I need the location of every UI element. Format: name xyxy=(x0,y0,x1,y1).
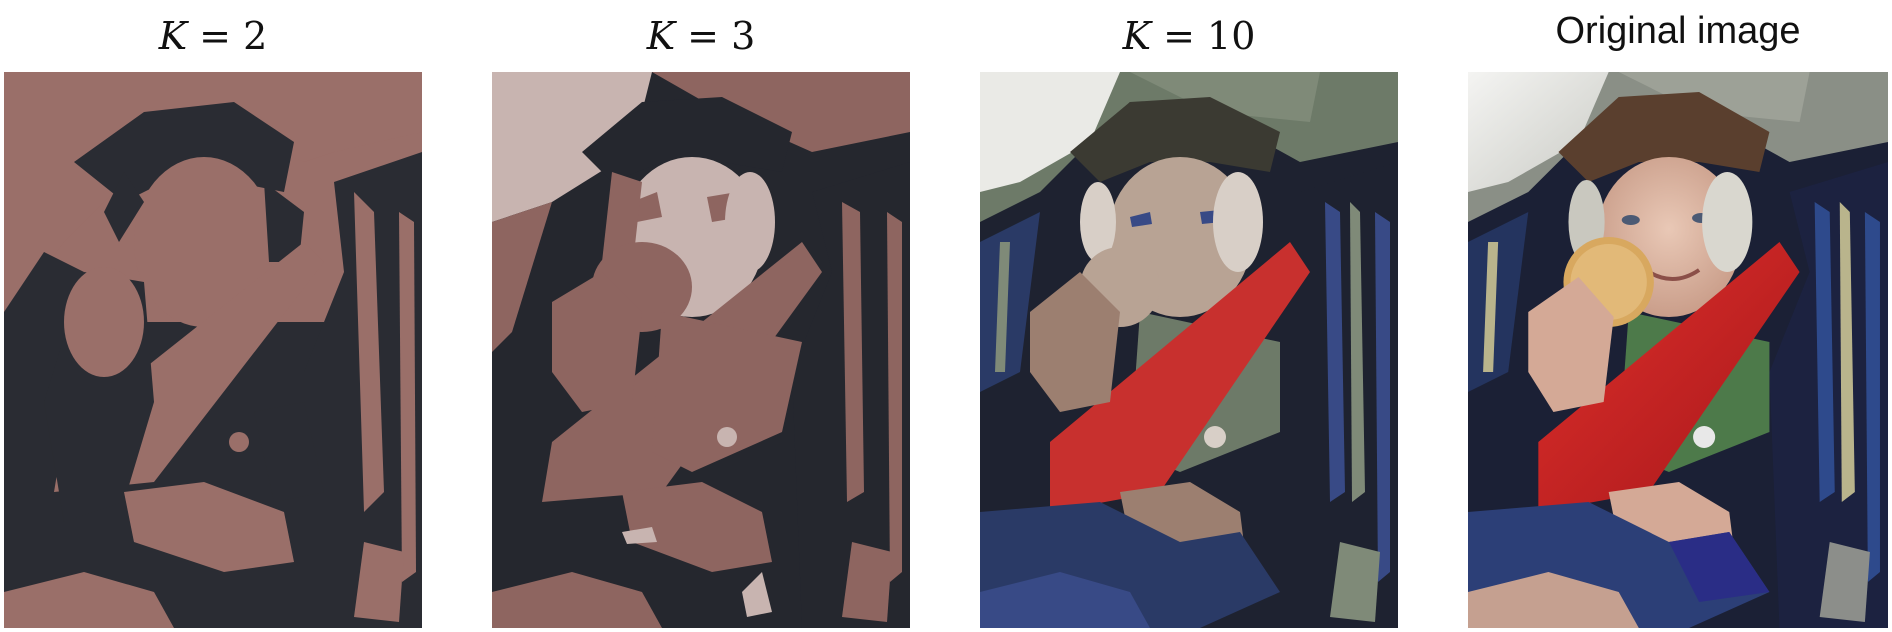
quantized-image-k3 xyxy=(492,72,910,628)
original-image xyxy=(1468,72,1888,628)
quantized-image-k2 xyxy=(4,72,422,628)
panel-title-k3: K = 3 xyxy=(646,14,756,58)
panel-title-original: Original image xyxy=(1555,10,1801,52)
panel-title-k2: K = 2 xyxy=(158,14,268,58)
panel-title-k10: K = 10 xyxy=(1122,14,1256,58)
quantized-image-k10 xyxy=(980,72,1398,628)
